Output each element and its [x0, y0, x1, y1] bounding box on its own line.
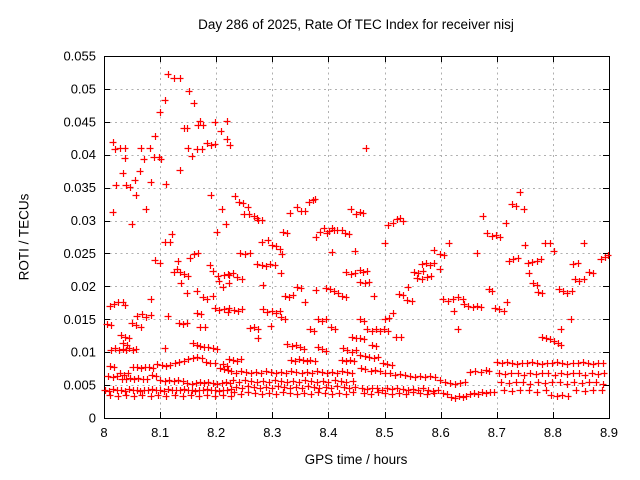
svg-text:8.5: 8.5 [376, 425, 394, 440]
svg-text:0.02: 0.02 [71, 279, 96, 294]
svg-text:8.3: 8.3 [263, 425, 281, 440]
svg-text:0.005: 0.005 [63, 378, 96, 393]
grid-lines [104, 56, 609, 418]
svg-text:0: 0 [89, 411, 96, 426]
y-tick-labels: 0 0.005 0.01 0.015 0.02 0.025 0.03 0.035 0.04 0.0… [63, 49, 96, 426]
svg-text:0.01: 0.01 [71, 345, 96, 360]
data-points [101, 71, 612, 402]
svg-text:8.7: 8.7 [488, 425, 506, 440]
svg-text:8.1: 8.1 [151, 425, 169, 440]
svg-text:0.03: 0.03 [71, 213, 96, 228]
svg-text:8.9: 8.9 [600, 425, 618, 440]
x-axis-label: GPS time / hours [304, 452, 408, 467]
svg-text:0.05: 0.05 [71, 81, 96, 96]
x-tick-labels: 8 8.1 8.2 8.3 8.4 8.5 8.6 8.7 8.8 8.9 [100, 425, 618, 440]
svg-text:8.2: 8.2 [207, 425, 225, 440]
svg-text:0.025: 0.025 [63, 246, 96, 261]
y-axis-label: ROTI / TECUs [16, 193, 32, 281]
svg-text:8.6: 8.6 [432, 425, 450, 440]
svg-text:0.04: 0.04 [71, 147, 96, 162]
plot-border [104, 56, 610, 419]
svg-text:8: 8 [100, 425, 107, 440]
svg-text:0.045: 0.045 [63, 114, 96, 129]
svg-text:0.035: 0.035 [63, 180, 96, 195]
svg-text:0.055: 0.055 [63, 49, 96, 64]
svg-text:0.015: 0.015 [63, 312, 96, 327]
svg-text:8.4: 8.4 [319, 425, 337, 440]
svg-text:8.8: 8.8 [544, 425, 562, 440]
chart-title: Day 286 of 2025, Rate Of TEC Index for r… [198, 17, 514, 32]
